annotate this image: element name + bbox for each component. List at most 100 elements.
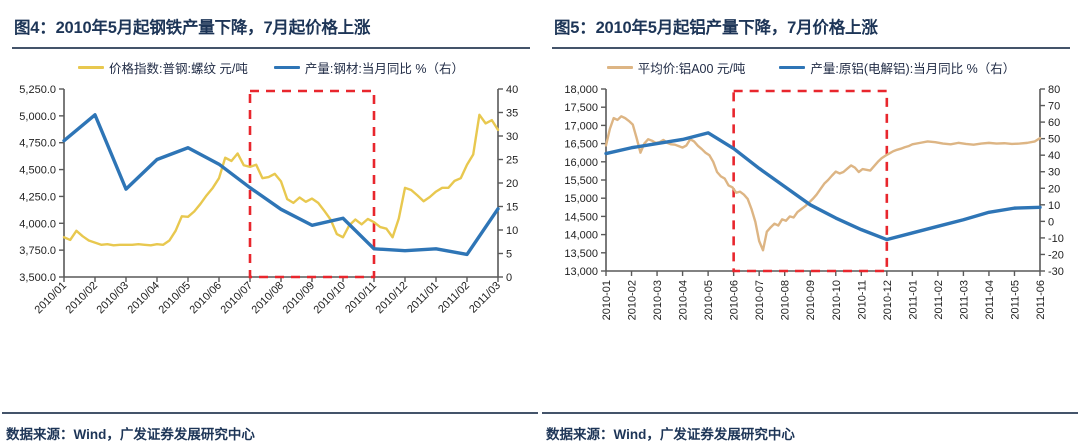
svg-text:15,500: 15,500 <box>564 175 598 187</box>
svg-text:50: 50 <box>1048 134 1060 146</box>
legend-label-price-index: 价格指数:普钢:螺纹 元/吨 <box>109 62 248 76</box>
svg-text:2010/04: 2010/04 <box>126 280 163 317</box>
legend-swatch-gold-icon <box>78 65 105 70</box>
svg-text:60: 60 <box>1048 117 1060 129</box>
svg-text:40: 40 <box>1048 150 1060 162</box>
svg-text:2010/08: 2010/08 <box>250 280 287 317</box>
svg-text:5,250.0: 5,250.0 <box>19 84 56 96</box>
svg-text:2011-03: 2011-03 <box>958 280 970 320</box>
svg-text:-20: -20 <box>1048 249 1064 261</box>
legend-item-price-index: 价格指数:普钢:螺纹 元/吨 <box>78 58 248 77</box>
svg-text:2010/03: 2010/03 <box>95 280 132 317</box>
svg-text:20: 20 <box>506 178 518 190</box>
svg-text:2011-06: 2011-06 <box>1035 280 1047 320</box>
figure-5-svg: 13,000 13,500 14,000 14,500 15,000 15,500 16,0… <box>564 84 1064 320</box>
svg-text:2010-10: 2010-10 <box>831 280 843 320</box>
legend-item-steel-output: 产量:钢材:当月同比 %（右） <box>273 58 464 77</box>
svg-text:10: 10 <box>1048 200 1060 212</box>
figure-5-footer: 数据来源：Wind，广发证券发展研究中心 <box>540 412 1080 443</box>
svg-text:-30: -30 <box>1048 266 1064 278</box>
figure-4-legend: 价格指数:普钢:螺纹 元/吨 产量:钢材:当月同比 %（右） <box>10 49 532 81</box>
figure-5-source-text: 数据来源：Wind，广发证券发展研究中心 <box>546 427 795 442</box>
svg-text:2011-02: 2011-02 <box>933 280 945 320</box>
svg-text:16,000: 16,000 <box>564 157 598 169</box>
svg-text:14,500: 14,500 <box>564 211 598 223</box>
svg-text:2010/12: 2010/12 <box>374 280 411 317</box>
legend-item-aluminum-price: 平均价:铝A00 元/吨 <box>606 58 746 77</box>
figure-5-plot: 13,000 13,500 14,000 14,500 15,000 15,500 16,0… <box>550 81 1070 343</box>
figure-4-title: 图4：2010年5月起钢铁产量下降，7月起价格上涨 <box>14 19 371 37</box>
legend-swatch-blue-icon <box>273 65 300 70</box>
svg-text:2010-12: 2010-12 <box>882 280 894 320</box>
svg-text:2010-09: 2010-09 <box>805 280 817 320</box>
svg-text:2010/11: 2010/11 <box>343 280 379 316</box>
svg-text:13,000: 13,000 <box>564 266 598 278</box>
svg-text:-10: -10 <box>1048 233 1064 245</box>
legend-label-aluminum-output: 产量:原铝(电解铝):当月同比 %（右） <box>810 62 1016 76</box>
svg-text:4,000.0: 4,000.0 <box>19 218 56 230</box>
legend-item-aluminum-output: 产量:原铝(电解铝):当月同比 %（右） <box>779 58 1015 77</box>
svg-text:2011/03: 2011/03 <box>467 280 503 316</box>
svg-text:2011-05: 2011-05 <box>1009 280 1021 320</box>
figure-5-legend: 平均价:铝A00 元/吨 产量:原铝(电解铝):当月同比 %（右） <box>550 49 1072 81</box>
svg-text:15,000: 15,000 <box>564 193 598 205</box>
svg-text:17,000: 17,000 <box>564 120 598 132</box>
svg-text:2010/01: 2010/01 <box>33 280 70 317</box>
svg-text:2010-08: 2010-08 <box>780 280 792 320</box>
svg-text:10: 10 <box>506 225 518 237</box>
svg-text:2010-04: 2010-04 <box>678 280 690 320</box>
svg-text:2010-02: 2010-02 <box>627 280 639 320</box>
svg-text:13,500: 13,500 <box>564 248 598 260</box>
svg-text:17,500: 17,500 <box>564 102 598 114</box>
figure-4-plot: 3,500.0 3,750.0 4,000.0 4,250.0 4,500.0 4,750… <box>10 81 530 336</box>
svg-text:30: 30 <box>1048 167 1060 179</box>
svg-text:80: 80 <box>1048 84 1060 96</box>
svg-text:5,000.0: 5,000.0 <box>19 111 56 123</box>
figure-4-footer: 数据来源：Wind，广发证券发展研究中心 <box>0 412 540 443</box>
legend-label-aluminum-price: 平均价:铝A00 元/吨 <box>637 62 746 76</box>
svg-text:2010-01: 2010-01 <box>601 280 613 320</box>
figure-5-top-rule <box>552 47 1070 49</box>
svg-text:4,750.0: 4,750.0 <box>19 138 56 150</box>
svg-text:14,000: 14,000 <box>564 230 598 242</box>
svg-text:2010-11: 2010-11 <box>856 280 868 320</box>
svg-text:2011/02: 2011/02 <box>436 280 472 316</box>
svg-text:0: 0 <box>1048 216 1054 228</box>
svg-text:2010/02: 2010/02 <box>64 280 101 317</box>
svg-text:2010/09: 2010/09 <box>281 280 318 317</box>
svg-text:4,500.0: 4,500.0 <box>19 165 56 177</box>
svg-text:2010-07: 2010-07 <box>754 280 766 320</box>
svg-text:2010/07: 2010/07 <box>219 280 256 317</box>
svg-text:3,500.0: 3,500.0 <box>19 272 56 284</box>
figure-4-svg: 3,500.0 3,750.0 4,000.0 4,250.0 4,500.0 4,750… <box>19 84 518 317</box>
svg-text:70: 70 <box>1048 101 1060 113</box>
svg-text:20: 20 <box>1048 183 1060 195</box>
figure-4-panel: 图4：2010年5月起钢铁产量下降，7月起价格上涨 价格指数:普钢:螺纹 元/吨… <box>0 19 540 443</box>
svg-text:2010-03: 2010-03 <box>652 280 664 320</box>
svg-text:18,000: 18,000 <box>564 84 598 96</box>
legend-label-steel-output: 产量:钢材:当月同比 %（右） <box>304 62 464 76</box>
panel-divider <box>539 0 541 443</box>
figure-4-top-rule <box>12 47 530 49</box>
svg-text:2011-01: 2011-01 <box>907 280 919 320</box>
svg-text:2011/01: 2011/01 <box>405 280 441 316</box>
figure-5-title: 图5：2010年5月起铝产量下降，7月价格上涨 <box>554 19 878 37</box>
svg-text:35: 35 <box>506 108 518 120</box>
legend-swatch-tan-icon <box>606 65 633 70</box>
svg-text:16,500: 16,500 <box>564 139 598 151</box>
figure-4-source-text: 数据来源：Wind，广发证券发展研究中心 <box>6 427 255 442</box>
svg-text:40: 40 <box>506 84 518 96</box>
svg-text:2010-06: 2010-06 <box>729 280 741 320</box>
svg-text:2010/10: 2010/10 <box>312 280 349 317</box>
svg-text:4,250.0: 4,250.0 <box>19 191 56 203</box>
svg-text:2010/06: 2010/06 <box>188 280 225 317</box>
figure-5-bottom-rule <box>542 412 1078 414</box>
svg-text:2010/05: 2010/05 <box>157 280 194 317</box>
figure-5-panel: 图5：2010年5月起铝产量下降，7月价格上涨 平均价:铝A00 元/吨 产量:… <box>540 0 1080 443</box>
figure-4-bottom-rule <box>2 412 538 414</box>
svg-text:0: 0 <box>506 272 512 284</box>
svg-text:25: 25 <box>506 155 518 167</box>
svg-text:3,750.0: 3,750.0 <box>19 245 56 257</box>
svg-text:2010-05: 2010-05 <box>703 280 715 320</box>
